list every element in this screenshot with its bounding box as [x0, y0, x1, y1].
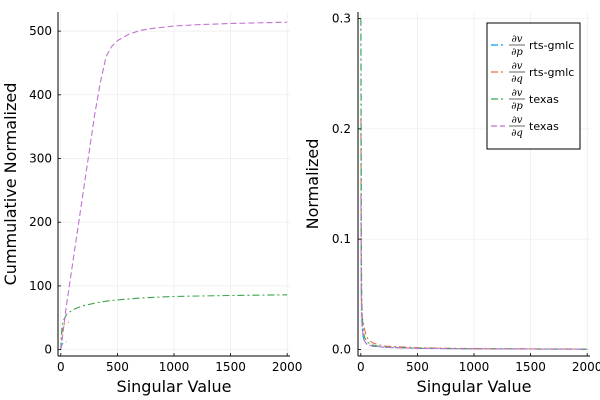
y-tick-label-4: 0.3: [332, 12, 351, 26]
x-tick-label-1: 0: [357, 360, 365, 374]
legend-label-1: rts-gmlc: [529, 39, 574, 52]
legend-numerator-4: ∂v: [512, 115, 523, 126]
legend-label-3: texas: [529, 93, 559, 106]
x-tick-label-4: 1500: [515, 360, 546, 374]
y-axis-title: Cummulative Normalized: [1, 83, 20, 286]
y-tick-label-3: 200: [29, 215, 52, 229]
legend: ∂v ∂p rts-gmlc ∂v ∂q rts-gmlc ∂v ∂p texas ∂v ∂q tex…: [486, 22, 581, 150]
series-line-3: [360, 18, 588, 350]
y-tick-label-3: 0.2: [332, 122, 351, 136]
y-tick-label-6: 500: [29, 24, 52, 38]
x-tick-label-2: 500: [106, 360, 129, 374]
x-tick-label-2: 500: [406, 360, 429, 374]
legend-label-4: texas: [529, 120, 559, 133]
x-tick-label-4: 1500: [215, 360, 246, 374]
subplot-2: 0 500 1000 1500 2000 0.0 0.1 0.2 0.3 Singular Val…: [303, 12, 600, 396]
y-tick-label-4: 300: [29, 152, 52, 166]
y-axis-title: Normalized: [303, 139, 322, 230]
legend-numerator-3: ∂v: [512, 88, 523, 99]
legend-label-2: rts-gmlc: [529, 66, 574, 79]
series-line-4: [60, 21, 288, 350]
legend-denominator-1: ∂p: [511, 47, 523, 58]
legend-denominator-4: ∂q: [511, 128, 523, 139]
legend-box: [486, 22, 581, 150]
x-tick-label-3: 1000: [459, 360, 490, 374]
x-tick-label-3: 1000: [159, 360, 190, 374]
x-axis-title: Singular Value: [117, 377, 232, 396]
y-tick-label-1: 0: [44, 343, 52, 357]
y-tick-label-2: 100: [29, 279, 52, 293]
legend-numerator-2: ∂v: [512, 61, 523, 72]
legend-denominator-2: ∂q: [511, 74, 523, 85]
x-axis-title: Singular Value: [417, 377, 532, 396]
x-tick-label-1: 0: [57, 360, 65, 374]
y-tick-label-1: 0.0: [332, 342, 351, 356]
x-tick-label-5: 2000: [272, 360, 303, 374]
legend-denominator-3: ∂p: [511, 101, 523, 112]
legend-numerator-1: ∂v: [512, 34, 523, 45]
y-tick-label-2: 0.1: [332, 232, 351, 246]
subplot-1: 0 500 1000 1500 2000 0 100 200 300 400 500 Singular…: [1, 12, 302, 396]
y-tick-label-5: 400: [29, 88, 52, 102]
series-line-4: [360, 195, 588, 350]
x-tick-label-5: 2000: [572, 360, 600, 374]
series-line-3: [60, 294, 288, 350]
